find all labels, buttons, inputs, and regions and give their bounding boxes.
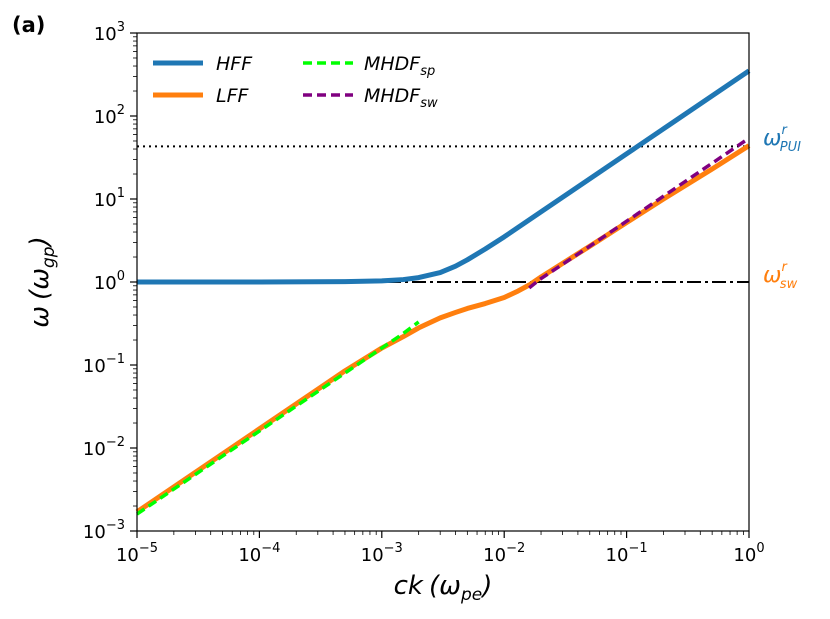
y-tick-label: 10−2 [83,435,125,460]
series-line-mhdf-sw [528,136,750,290]
legend-lff-label: LFF [216,85,250,107]
x-axis-label-omega: ω [439,571,461,601]
x-tick-label: 100 [733,541,764,566]
x-axis-label-open: ( [429,571,441,601]
legend-mhdf-sp-main: MHDF [364,53,421,75]
y-tick-label: 100 [94,269,125,294]
legend: HFF LFF MHDFsp MHDFsw [153,53,438,111]
y-axis-label-open: ( [25,288,55,300]
y-tick-label: 101 [94,186,125,211]
y-tick-label: 103 [94,20,125,45]
pui-reference-label: ωr PUI [763,123,801,155]
legend-mhdf-sp-label: MHDFsp [364,53,435,79]
legend-mhdf-sw-label: MHDFsw [364,85,438,111]
x-tick-label: 10−1 [606,541,648,566]
pui-label-sub: PUI [780,140,801,155]
legend-mhdf-sp-sub: sp [420,64,435,79]
x-axis-label: ck (ωpe) [394,571,493,605]
pui-label-main: ω [763,126,781,151]
legend-hff-label: HFF [216,53,253,75]
series-line-mhdf-sp [136,320,420,516]
sw-reference-label: ωr sw [763,260,798,292]
x-tick-label: 10−3 [361,541,403,566]
legend-mhdf-sw-sub: sw [420,96,438,111]
sw-label-sub: sw [780,277,798,292]
x-axis-label-sub: pe [460,585,482,605]
legend-mhdf-sw-main: MHDF [364,85,421,107]
sw-label-main: ω [763,263,781,288]
x-axis-label-main: ck [394,571,424,601]
y-axis-label-omega2: ω [25,268,55,290]
y-tick-label: 10−3 [83,518,125,543]
y-axis-label-omega: ω [25,306,55,328]
x-axis-ticks: 10−5 10−4 10−3 10−2 10−1 100 [116,531,765,566]
pui-label-sup: r [781,123,788,138]
x-tick-label: 10−4 [238,541,280,566]
series-line-hff [137,68,751,285]
x-axis-label-close: ) [480,571,492,601]
y-axis-ticks: 10−3 10−2 10−1 100 101 102 103 [83,20,137,543]
y-axis-label-sub: gp [39,246,59,268]
y-tick-label: 102 [94,103,125,128]
plot-area [135,32,751,532]
y-axis-label-close: ) [25,236,55,248]
panel-label: (a) [12,13,45,37]
x-tick-label: 10−2 [483,541,525,566]
series-lines [135,68,751,516]
x-tick-label: 10−5 [116,541,158,566]
sw-label-sup: r [781,260,788,275]
y-axis-label: ω(ωgp) [25,236,59,327]
y-tick-label: 10−1 [83,352,125,377]
